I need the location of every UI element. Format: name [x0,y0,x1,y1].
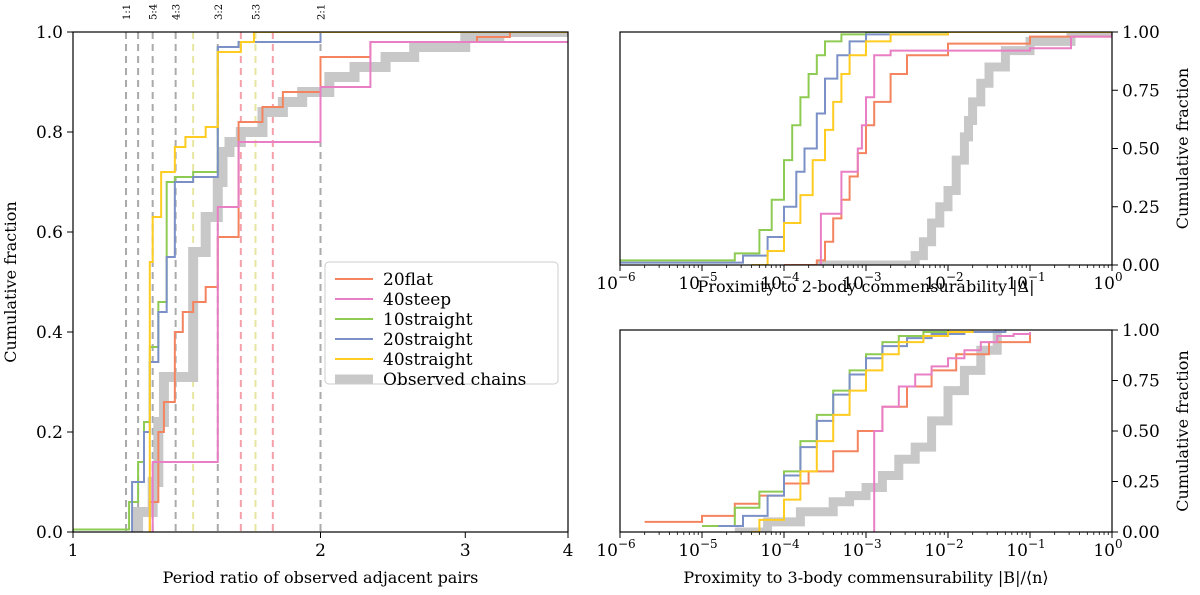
x-tick-label: 10−4 [760,270,800,294]
resonance-label: 1:1 [122,4,133,20]
x-tick-label: 10−3 [842,537,881,561]
x-tick-label: 10−5 [678,270,717,294]
y-tick-label: 1.00 [1122,321,1160,341]
chart-1: 1:1 5:4 4:3 3:2 5:3 2:1 0.0 0.2 0.4 0.6 0.8 1.0 1 2 3 4… [1,4,573,587]
y-axis-label: Cumulative fraction [1173,350,1192,511]
x-axis-label: Proximity to 3-body commensurability |B|… [683,568,1048,587]
plots-layer: 1:1 5:4 4:3 3:2 5:3 2:1 0.0 0.2 0.4 0.6 0.8 1.0 1 2 3 4… [1,4,1192,587]
series-group [620,32,1112,265]
x-tick-label: 10−3 [842,270,881,294]
y-tick-label: 0.00 [1122,256,1160,276]
y-tick-label: 0.50 [1122,422,1160,442]
legend-label: 40straight [383,350,473,370]
y-tick-label: 0.8 [36,123,63,143]
series-group [644,330,1031,532]
series-line-40straight [751,32,1112,265]
series-line-40steep [151,41,568,532]
legend: 20flat40steep10straight20straight40strai… [324,261,559,390]
series-line-40steep [873,332,1031,532]
resonance-label: 2:1 [317,4,328,20]
y-axis-label: Cumulative fraction [1,201,20,362]
x-tick-label: 2 [315,541,326,561]
y-tick-label: 0.25 [1122,473,1160,493]
series-line-40straight [148,32,568,532]
x-tick-label: 10−2 [924,270,963,294]
legend-label: 10straight [383,310,473,330]
legend-label: 20straight [383,330,473,350]
y-tick-label: 0.75 [1122,372,1160,392]
y-tick-label: 0.0 [36,523,63,543]
x-tick-label: 10−2 [924,537,963,561]
y-axis-label: Cumulative fraction [1173,68,1192,229]
x-axis-label: Period ratio of observed adjacent pairs [163,568,479,587]
legend-label: 40steep [383,290,451,310]
series-line-40straight [751,330,974,532]
x-tick-label: 100 [1093,270,1122,294]
x-tick-label: 10−6 [596,537,635,561]
legend-label: Observed chains [383,370,526,390]
x-tick-label: 10−1 [1006,537,1045,561]
x-axis-label: Proximity to 2-body commensurability |Δ| [698,277,1035,296]
legend-label: 20flat [383,270,433,290]
y-tick-label: 0.50 [1122,140,1160,160]
series-line-observed-chains [734,330,1002,532]
y-tick-label: 0.25 [1122,198,1160,218]
series-line-20flat [644,332,1031,523]
series-line-20straight [620,32,1112,264]
x-tick-label: 10−6 [596,270,635,294]
resonance-label: 4:3 [172,4,183,20]
resonance-label: 3:2 [214,4,225,20]
chart-3: 0.00 0.25 0.50 0.75 1.00 10−6 10−5 10−4 10−3 10−2… [596,321,1192,587]
y-tick-label: 0.2 [36,423,63,443]
series-line-20flat [784,32,1112,265]
series-group [73,32,568,532]
y-tick-label: 0.6 [36,223,63,243]
y-tick-label: 1.00 [1122,23,1160,43]
x-tick-label: 10−1 [1006,270,1045,294]
y-tick-label: 0.75 [1122,81,1160,101]
y-tick-label: 0.4 [36,323,63,343]
x-tick-label: 4 [563,541,574,561]
y-tick-label: 0.00 [1122,523,1160,543]
y-tick-label: 1.0 [36,23,63,43]
x-tick-label: 100 [1093,537,1122,561]
x-tick-label: 3 [460,541,471,561]
series-line-40steep [819,32,1112,265]
legend-box [324,261,559,385]
x-tick-label: 1 [68,541,79,561]
x-tick-label: 10−4 [760,537,800,561]
series-line-20straight [131,32,568,532]
series-line-10straight [620,32,1112,262]
x-tick-label: 10−5 [678,537,717,561]
chart-2: 0.00 0.25 0.50 0.75 1.00 10−6 10−5 10−4 10−3 10−2… [596,23,1192,296]
resonance-label: 5:4 [149,4,160,20]
resonance-label: 5:3 [251,4,262,20]
series-line-10straight [702,330,949,527]
